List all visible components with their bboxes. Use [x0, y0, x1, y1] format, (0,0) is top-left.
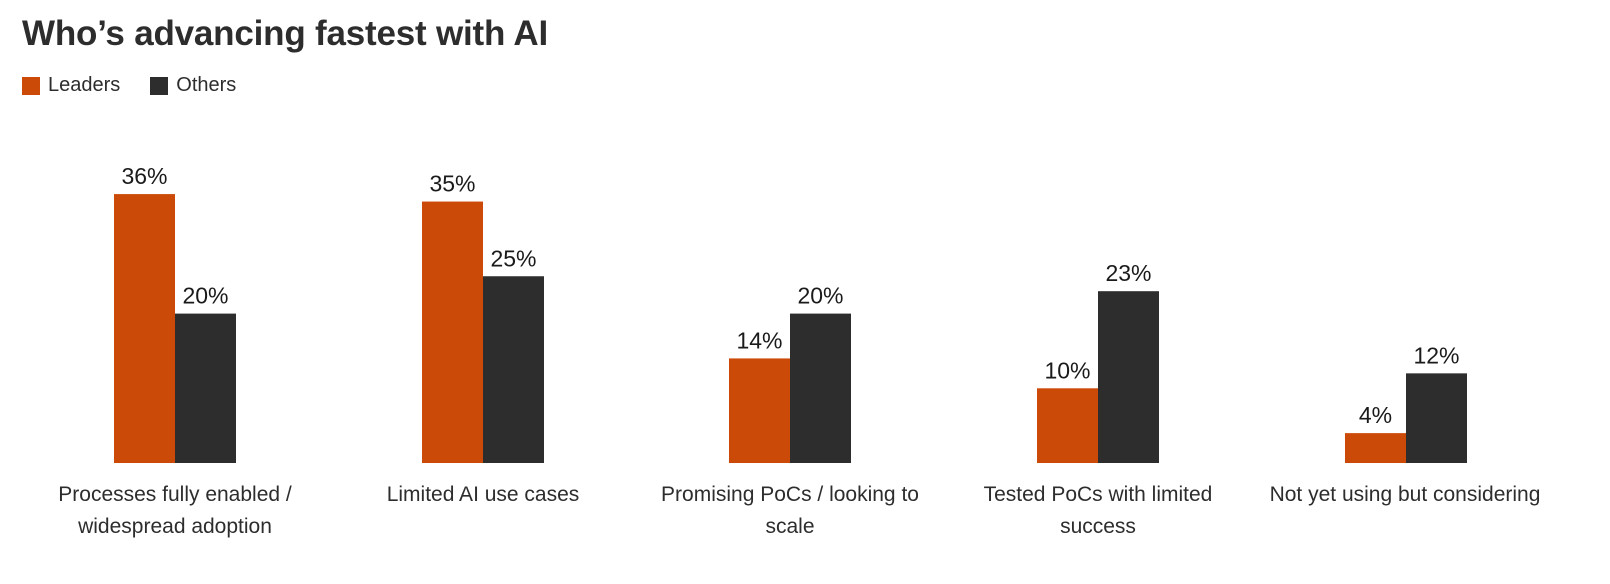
bar-others-4: [1098, 291, 1159, 463]
category-label-4: Tested PoCs with limited success: [984, 483, 1213, 538]
legend-item-leaders: Leaders: [22, 74, 120, 97]
bar-leaders-5: [1345, 433, 1406, 463]
category-label-1: Processes fully enabled / widespread adop…: [58, 483, 292, 538]
legend-swatch-others: [150, 76, 169, 95]
chart-title: Who’s advancing fastest with AI: [22, 14, 548, 53]
legend-item-others: Others: [150, 74, 236, 97]
legend-swatch-leaders: [22, 76, 40, 95]
bar-leaders-2: [422, 201, 483, 464]
bar-leaders-3: [729, 358, 790, 463]
bar-others-5: [1406, 373, 1467, 463]
data-label-others-1: 20%: [182, 283, 228, 309]
bar-others-1: [175, 313, 236, 463]
bar-others-3: [790, 313, 851, 463]
bar-leaders-1: [114, 194, 175, 463]
data-label-others-5: 12%: [1413, 342, 1459, 368]
data-label-others-4: 23%: [1105, 260, 1151, 286]
data-label-leaders-5: 4%: [1359, 402, 1392, 428]
legend-label-leaders: Leaders: [48, 74, 121, 96]
data-label-others-3: 20%: [797, 283, 843, 309]
bar-leaders-4: [1037, 388, 1098, 463]
data-label-leaders-1: 36%: [121, 163, 167, 189]
category-label-5: Not yet using but considering: [1270, 483, 1541, 506]
legend-label-others: Others: [176, 74, 237, 96]
bar-others-2: [483, 276, 544, 463]
category-label-2: Limited AI use cases: [387, 483, 580, 506]
category-label-3: Promising PoCs / looking to scale: [661, 483, 919, 538]
data-label-leaders-4: 10%: [1044, 357, 1090, 383]
data-label-leaders-2: 35%: [429, 171, 475, 197]
chart-legend: Leaders Others: [22, 74, 236, 97]
data-label-leaders-3: 14%: [736, 327, 782, 353]
data-label-others-2: 25%: [490, 245, 536, 271]
